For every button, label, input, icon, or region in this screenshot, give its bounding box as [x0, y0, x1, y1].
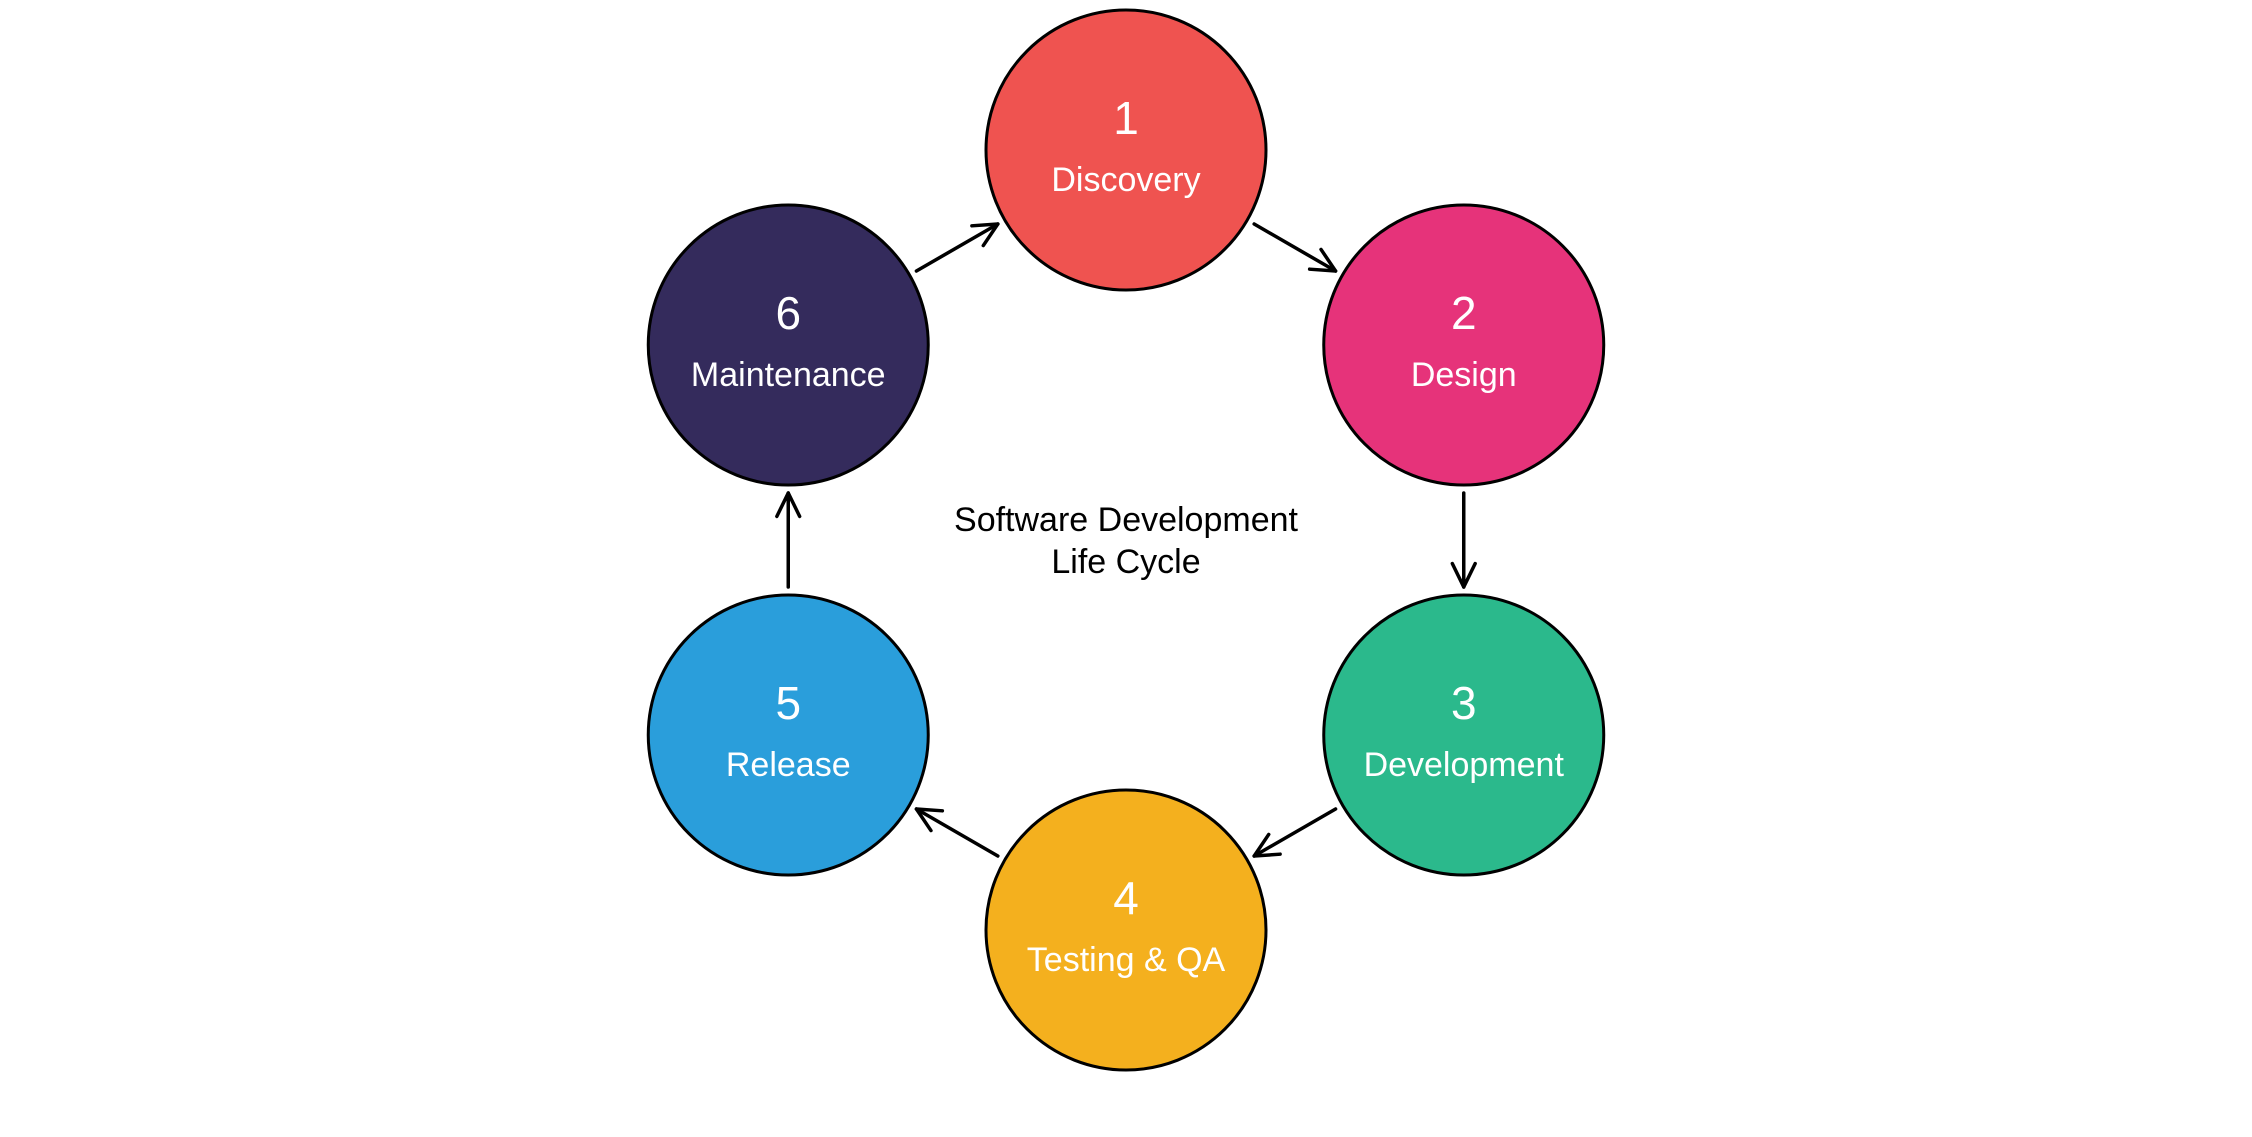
center-title-line2: Life Cycle	[1051, 543, 1200, 581]
node-circle	[1324, 595, 1604, 875]
nodes-layer: 1 Discovery 2 Design 3 Development 4 Testing & …	[648, 10, 1603, 1070]
center-title: Software Development Life Cycle	[954, 501, 1299, 581]
node-label: Discovery	[1051, 161, 1200, 199]
node-circle	[986, 10, 1266, 290]
node-circle	[1324, 205, 1604, 485]
center-title-line1: Software Development	[954, 501, 1299, 539]
cycle-arrow	[1254, 224, 1335, 271]
cycle-node: 1 Discovery	[986, 10, 1266, 290]
cycle-node: 3 Development	[1324, 595, 1604, 875]
node-label: Release	[726, 746, 851, 784]
node-number: 3	[1451, 677, 1477, 729]
cycle-node: 4 Testing & QA	[986, 790, 1266, 1070]
cycle-arrow	[916, 809, 997, 856]
cycle-node: 6 Maintenance	[648, 205, 928, 485]
node-circle	[648, 595, 928, 875]
node-label: Design	[1411, 356, 1517, 394]
node-label: Development	[1364, 746, 1565, 784]
diagram-svg: 1 Discovery 2 Design 3 Development 4 Testing & …	[0, 0, 2252, 1137]
sdlc-cycle-diagram: 1 Discovery 2 Design 3 Development 4 Testing & …	[0, 0, 2252, 1137]
cycle-node: 2 Design	[1324, 205, 1604, 485]
node-label: Maintenance	[691, 356, 886, 394]
node-circle	[648, 205, 928, 485]
node-number: 4	[1113, 872, 1139, 924]
node-number: 5	[775, 677, 801, 729]
node-number: 2	[1451, 287, 1477, 339]
node-number: 6	[775, 287, 801, 339]
cycle-arrow	[916, 224, 997, 271]
node-number: 1	[1113, 92, 1139, 144]
cycle-arrow	[1254, 809, 1335, 856]
cycle-node: 5 Release	[648, 595, 928, 875]
node-circle	[986, 790, 1266, 1070]
node-label: Testing & QA	[1027, 941, 1226, 979]
